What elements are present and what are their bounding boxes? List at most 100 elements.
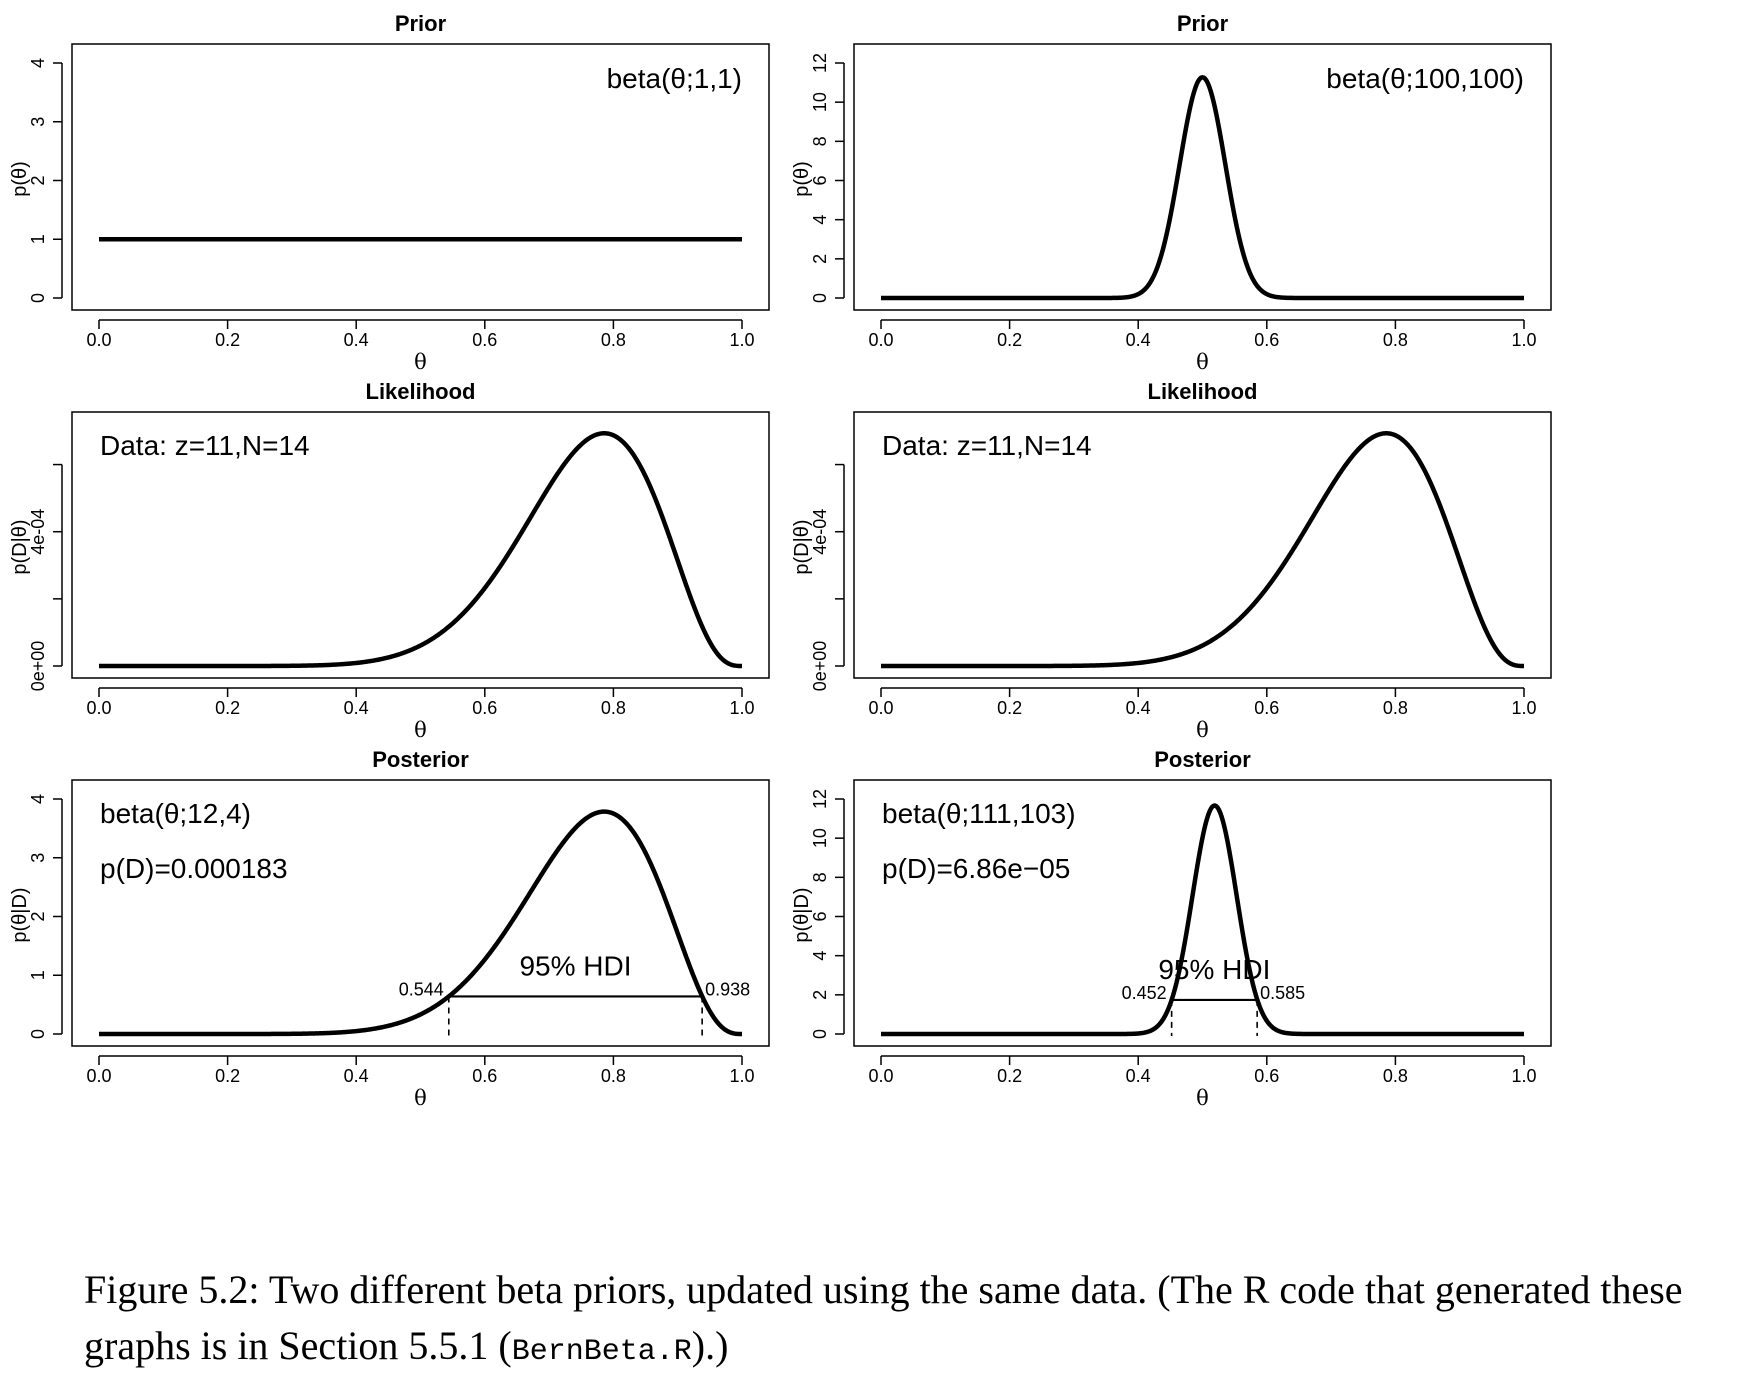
chart-panel: Likelihood 0.0 0.2 0.4 0.6 0.8 1.0 θ 0e+00 4e-04p… <box>9 379 770 742</box>
chart-panel: Prior 0.0 0.2 0.4 0.6 0.8 1.0 θ 0 1 2 3 4 p(θ) beta(θ;… <box>9 11 770 374</box>
y-tick-label: 4 <box>810 951 830 961</box>
x-tick-label: 1.0 <box>1511 330 1536 350</box>
plot-frame <box>853 779 1552 1047</box>
annotation-text: beta(θ;12,4) <box>100 798 251 829</box>
x-axis-label: θ <box>414 718 427 742</box>
panel-title: Prior <box>1177 11 1229 36</box>
annotation-text: Data: z=11,N=14 <box>100 430 310 461</box>
plot-frame <box>853 411 1552 679</box>
panel-title: Prior <box>395 11 447 36</box>
y-tick-label: 0e+00 <box>810 641 830 692</box>
y-tick-label: 12 <box>810 53 830 73</box>
y-axis-label: p(θ|D) <box>9 887 31 942</box>
hdi-marker: 95% HDI 0.544 0.938 <box>399 950 750 1036</box>
plot-frame <box>71 779 770 1047</box>
y-tick-label: 4e-04 <box>28 509 48 555</box>
hdi-high-label: 0.585 <box>1260 983 1305 1003</box>
plot-frame <box>71 411 770 679</box>
hdi-label: 95% HDI <box>519 950 631 981</box>
x-tick-label: 0.2 <box>997 698 1022 718</box>
y-tick-label: 2 <box>810 254 830 264</box>
x-tick-label: 0.2 <box>215 698 240 718</box>
y-tick-label: 8 <box>810 136 830 146</box>
density-curve <box>97 809 744 1037</box>
y-tick-label: 0 <box>810 293 830 303</box>
panel-title: Likelihood <box>1148 379 1258 404</box>
plot-frame <box>853 43 1552 311</box>
annotation-text: Data: z=11,N=14 <box>882 430 1092 461</box>
y-tick-label: 10 <box>810 828 830 848</box>
x-tick-label: 0.8 <box>601 1066 626 1086</box>
annotation-text: beta(θ;111,103) <box>882 798 1076 829</box>
x-tick-label: 0.4 <box>1126 1066 1151 1086</box>
chart-panel: Prior 0.0 0.2 0.4 0.6 0.8 1.0 θ 0 2 4 6 8 10 12 p(θ) bet… <box>791 11 1552 374</box>
y-tick-label: 4 <box>28 58 48 68</box>
x-axis: 0.0 0.2 0.4 0.6 0.8 1.0 θ <box>86 687 755 742</box>
x-tick-label: 0.6 <box>1254 330 1279 350</box>
y-axis: 0 2 4 6 8 10 12 p(θ|D) <box>791 789 845 1039</box>
x-tick-label: 0.4 <box>1126 330 1151 350</box>
x-tick-label: 0.6 <box>472 330 497 350</box>
x-tick-label: 1.0 <box>729 1066 754 1086</box>
y-axis-label: p(θ) <box>9 161 31 197</box>
density-curve <box>97 431 744 669</box>
x-tick-label: 0.2 <box>997 330 1022 350</box>
y-tick-label: 2 <box>28 911 48 921</box>
caption-text: Figure 5.2: Two different beta priors, u… <box>84 1267 1683 1368</box>
y-axis-label: p(θ) <box>791 161 813 197</box>
density-curve <box>879 803 1526 1037</box>
caption-text-end: ).) <box>691 1323 729 1368</box>
plot-frame <box>71 43 770 311</box>
x-tick-label: 0.6 <box>1254 1066 1279 1086</box>
density-curve <box>879 431 1526 669</box>
y-tick-label: 4 <box>810 215 830 225</box>
chart-panel: Posterior 0.0 0.2 0.4 0.6 0.8 1.0 θ 0 2 4 6 8 10 12 p(θ… <box>791 747 1552 1110</box>
x-axis-label: θ <box>1196 718 1209 742</box>
x-axis: 0.0 0.2 0.4 0.6 0.8 1.0 θ <box>86 319 755 374</box>
y-tick-label: 4 <box>28 794 48 804</box>
panel-title: Likelihood <box>366 379 476 404</box>
y-tick-label: 2 <box>810 990 830 1000</box>
x-axis: 0.0 0.2 0.4 0.6 0.8 1.0 θ <box>868 319 1537 374</box>
y-tick-label: 1 <box>28 970 48 980</box>
x-tick-label: 0.8 <box>601 698 626 718</box>
y-tick-label: 0 <box>28 293 48 303</box>
x-tick-label: 0.2 <box>215 330 240 350</box>
x-tick-label: 0.6 <box>472 698 497 718</box>
annotation-text: p(D)=0.000183 <box>100 853 288 884</box>
panel-title: Posterior <box>372 747 469 772</box>
y-tick-label: 6 <box>810 175 830 185</box>
x-tick-label: 0.0 <box>86 698 111 718</box>
chart-panel: Posterior 0.0 0.2 0.4 0.6 0.8 1.0 θ 0 1 2 3 4 p(θ|D) b… <box>9 747 770 1110</box>
figure-caption: Figure 5.2: Two different beta priors, u… <box>84 1262 1684 1380</box>
annotation-text: beta(θ;1,1) <box>607 63 742 94</box>
hdi-high-label: 0.938 <box>705 979 750 999</box>
y-tick-label: 0 <box>28 1029 48 1039</box>
x-tick-label: 0.8 <box>1383 698 1408 718</box>
caption-code: BernBeta.R <box>511 1335 692 1369</box>
x-tick-label: 1.0 <box>729 698 754 718</box>
x-tick-label: 0.4 <box>344 330 369 350</box>
y-tick-label: 1 <box>28 234 48 244</box>
x-tick-label: 1.0 <box>729 330 754 350</box>
hdi-low-label: 0.452 <box>1122 983 1167 1003</box>
y-axis-label: p(θ|D) <box>791 887 813 942</box>
x-tick-label: 0.0 <box>868 330 893 350</box>
x-tick-label: 0.0 <box>86 1066 111 1086</box>
x-axis-label: θ <box>414 350 427 374</box>
x-axis-label: θ <box>1196 350 1209 374</box>
x-axis: 0.0 0.2 0.4 0.6 0.8 1.0 θ <box>86 1055 755 1110</box>
chart-panel: Likelihood 0.0 0.2 0.4 0.6 0.8 1.0 θ 0e+00 4e-04p… <box>791 379 1552 742</box>
x-tick-label: 0.4 <box>344 1066 369 1086</box>
y-tick-label: 3 <box>28 853 48 863</box>
y-axis-label: p(D|θ) <box>791 519 813 574</box>
hdi-low-label: 0.544 <box>399 979 444 999</box>
y-tick-label: 0 <box>810 1029 830 1039</box>
y-axis: 0 1 2 3 4 p(θ|D) <box>9 794 63 1039</box>
x-axis-label: θ <box>1196 1086 1209 1110</box>
y-tick-label: 4e-04 <box>810 509 830 555</box>
y-tick-label: 2 <box>28 175 48 185</box>
x-tick-label: 0.8 <box>1383 330 1408 350</box>
